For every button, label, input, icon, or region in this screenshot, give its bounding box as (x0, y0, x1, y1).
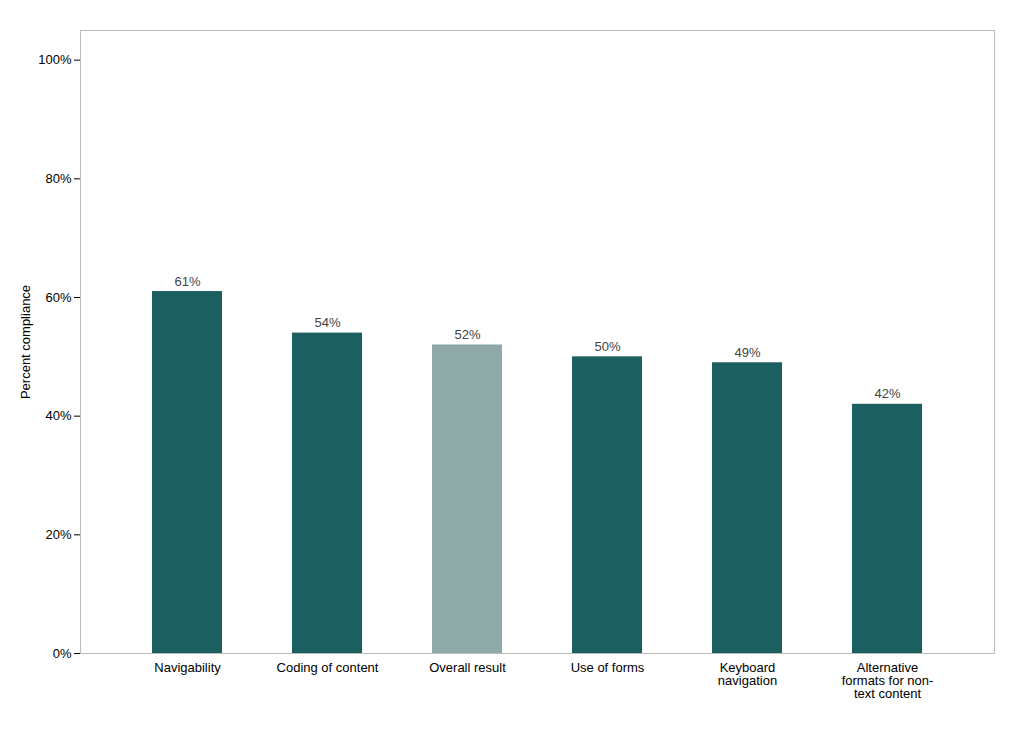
svg-text:60%: 60% (45, 290, 71, 305)
svg-text:Alternativeformats for non-tex: Alternativeformats for non-text content (842, 660, 934, 701)
svg-text:52%: 52% (454, 327, 480, 342)
svg-text:Navigability: Navigability (154, 660, 221, 675)
svg-text:Coding of content: Coding of content (277, 660, 379, 675)
svg-text:20%: 20% (45, 527, 71, 542)
svg-text:50%: 50% (594, 339, 620, 354)
svg-text:61%: 61% (174, 274, 200, 289)
svg-text:42%: 42% (874, 386, 900, 401)
svg-text:80%: 80% (45, 171, 71, 186)
svg-text:Use of forms: Use of forms (571, 660, 645, 675)
svg-text:0%: 0% (53, 646, 72, 661)
svg-text:49%: 49% (734, 345, 760, 360)
svg-text:40%: 40% (45, 408, 71, 423)
svg-text:100%: 100% (38, 52, 72, 67)
svg-text:Keyboardnavigation: Keyboardnavigation (718, 660, 777, 688)
svg-text:Percent compliance: Percent compliance (18, 285, 33, 399)
svg-text:Overall result: Overall result (429, 660, 506, 675)
svg-text:54%: 54% (314, 315, 340, 330)
